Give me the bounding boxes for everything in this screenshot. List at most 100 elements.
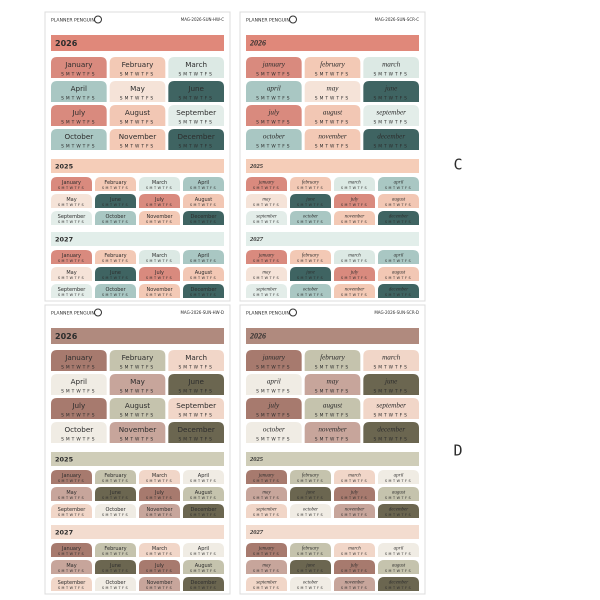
weekdays: SMTWTFS: [253, 293, 280, 297]
weekdays: SMTWTFS: [102, 293, 129, 297]
month-name: March: [152, 180, 167, 186]
weekdays: SMTWTFS: [120, 143, 155, 149]
month-tab: [246, 57, 302, 78]
month-tab: [246, 560, 287, 574]
weekdays: SMTWTFS: [120, 71, 155, 77]
weekdays: SMTWTFS: [58, 220, 85, 224]
weekdays: SMTWTFS: [190, 513, 217, 517]
month-tab: [246, 267, 287, 281]
month-name: may: [327, 85, 340, 93]
weekdays: SMTWTFS: [58, 293, 85, 297]
weekdays: SMTWTFS: [297, 203, 324, 207]
year-bar: [51, 232, 224, 246]
month-name: November: [146, 287, 173, 293]
month-name: december: [389, 287, 408, 292]
weekdays: SMTWTFS: [315, 71, 350, 77]
weekdays: SMTWTFS: [190, 569, 217, 573]
month-name: september: [256, 287, 277, 292]
month-tab: [51, 177, 92, 191]
weekdays: SMTWTFS: [385, 513, 412, 517]
weekdays: SMTWTFS: [373, 412, 408, 418]
month-tab: [378, 470, 419, 484]
month-name: March: [185, 353, 207, 362]
month-name: June: [109, 563, 121, 569]
weekdays: SMTWTFS: [253, 203, 280, 207]
weekdays: SMTWTFS: [253, 479, 280, 483]
month-tab: [290, 194, 331, 208]
month-tab: [183, 211, 224, 225]
month-name: May: [66, 563, 76, 569]
weekdays: SMTWTFS: [178, 436, 213, 442]
weekdays: SMTWTFS: [385, 586, 412, 590]
month-tab: [95, 543, 136, 557]
month-tab: [109, 81, 166, 102]
weekdays: SMTWTFS: [146, 276, 173, 280]
weekdays: SMTWTFS: [120, 364, 155, 370]
month-name: february: [320, 354, 346, 362]
month-name: July: [154, 563, 164, 569]
weekdays: SMTWTFS: [190, 586, 217, 590]
weekdays: SMTWTFS: [178, 364, 213, 370]
month-tab: [51, 57, 107, 78]
year-label: 2026: [55, 332, 78, 341]
month-tab: [139, 267, 180, 281]
weekdays: SMTWTFS: [256, 143, 291, 149]
month-tab: [246, 350, 302, 371]
month-tab: [290, 560, 331, 574]
month-name: May: [66, 490, 76, 496]
month-name: february: [302, 473, 320, 478]
brand-logo: [94, 15, 102, 24]
variant-label: C: [453, 156, 462, 174]
month-tab: [168, 57, 224, 78]
month-name: September: [58, 287, 87, 293]
month-name: april: [394, 180, 404, 185]
weekdays: SMTWTFS: [178, 119, 213, 125]
month-name: May: [66, 197, 76, 203]
month-name: june: [384, 378, 398, 386]
month-name: September: [58, 580, 87, 586]
year-bar: [246, 452, 419, 466]
month-name: April: [71, 377, 87, 386]
brand-logo: [94, 308, 102, 317]
weekdays: SMTWTFS: [102, 586, 129, 590]
month-name: February: [122, 353, 155, 362]
month-name: April: [198, 180, 209, 186]
weekdays: SMTWTFS: [315, 388, 350, 394]
month-tab: [246, 422, 302, 443]
month-name: january: [258, 180, 275, 185]
weekdays: SMTWTFS: [102, 259, 129, 263]
product-code: MAG-2026-SUN-HW-C: [181, 17, 224, 22]
month-tab: [304, 129, 361, 150]
month-tab: [168, 422, 224, 443]
month-name: june: [305, 270, 315, 275]
year-bar: [51, 35, 224, 51]
brand: PLANNER PENGUIN: [51, 311, 95, 317]
month-tab: [246, 470, 287, 484]
month-name: april: [267, 378, 281, 386]
month-tab: [334, 250, 375, 264]
month-tab: [51, 487, 92, 501]
sticker-sheet: PLANNER PENGUIN MAG-2026-SUN-SCR-C 2026 jan…: [239, 11, 426, 302]
weekdays: SMTWTFS: [297, 259, 324, 263]
month-tab: [51, 504, 92, 518]
month-name: December: [191, 287, 218, 293]
month-tab: [95, 560, 136, 574]
month-name: July: [154, 490, 164, 496]
product-code: MAG-2026-SUN-SCR-D: [374, 310, 419, 315]
month-tab: [51, 194, 92, 208]
weekdays: SMTWTFS: [297, 586, 324, 590]
year-bar: [51, 525, 224, 539]
month-tab: [51, 284, 92, 298]
month-tab: [139, 560, 180, 574]
weekdays: SMTWTFS: [373, 143, 408, 149]
month-tab: [334, 211, 375, 225]
month-tab: [95, 487, 136, 501]
year-label: 2027: [249, 529, 264, 536]
month-tab: [304, 81, 361, 102]
month-name: october: [263, 426, 285, 434]
month-name: january: [262, 61, 286, 69]
month-name: april: [394, 253, 404, 258]
month-tab: [139, 177, 180, 191]
month-name: december: [389, 214, 408, 219]
month-name: December: [178, 132, 215, 141]
